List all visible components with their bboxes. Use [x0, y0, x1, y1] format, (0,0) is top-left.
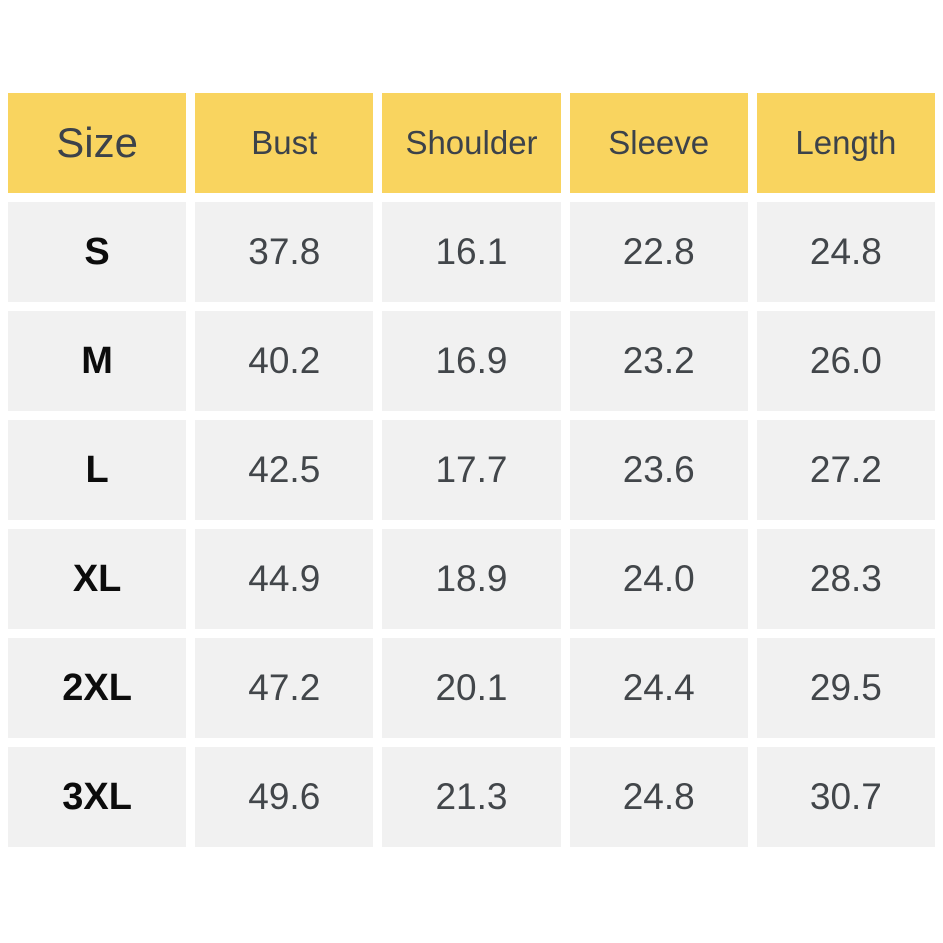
measurement-value: 23.6: [569, 420, 748, 520]
header-cell-shoulder: Shoulder: [382, 93, 561, 193]
measurement-value: 18.9: [382, 529, 561, 629]
measurement-value: 44.9: [195, 529, 374, 629]
measurement-value: 49.6: [195, 747, 374, 847]
size-label-s: S: [8, 202, 187, 302]
size-chart-table: Size Bust Shoulder Sleeve Length S 37.8 …: [8, 93, 935, 847]
measurement-value: 16.1: [382, 202, 561, 302]
measurement-value: 24.8: [569, 747, 748, 847]
measurement-value: 22.8: [569, 202, 748, 302]
size-label-xl: XL: [8, 529, 187, 629]
header-cell-bust: Bust: [195, 93, 374, 193]
measurement-value: 28.3: [756, 529, 935, 629]
measurement-value: 23.2: [569, 311, 748, 411]
measurement-value: 24.8: [756, 202, 935, 302]
measurement-value: 42.5: [195, 420, 374, 520]
size-label-3xl: 3XL: [8, 747, 187, 847]
measurement-value: 17.7: [382, 420, 561, 520]
measurement-value: 40.2: [195, 311, 374, 411]
size-label-l: L: [8, 420, 187, 520]
measurement-value: 16.9: [382, 311, 561, 411]
measurement-value: 29.5: [756, 638, 935, 738]
size-label-m: M: [8, 311, 187, 411]
measurement-value: 20.1: [382, 638, 561, 738]
measurement-value: 24.0: [569, 529, 748, 629]
measurement-value: 30.7: [756, 747, 935, 847]
header-cell-size: Size: [8, 93, 187, 193]
measurement-value: 24.4: [569, 638, 748, 738]
measurement-value: 26.0: [756, 311, 935, 411]
measurement-value: 21.3: [382, 747, 561, 847]
size-label-2xl: 2XL: [8, 638, 187, 738]
measurement-value: 27.2: [756, 420, 935, 520]
measurement-value: 47.2: [195, 638, 374, 738]
measurement-value: 37.8: [195, 202, 374, 302]
header-cell-length: Length: [756, 93, 935, 193]
header-cell-sleeve: Sleeve: [569, 93, 748, 193]
